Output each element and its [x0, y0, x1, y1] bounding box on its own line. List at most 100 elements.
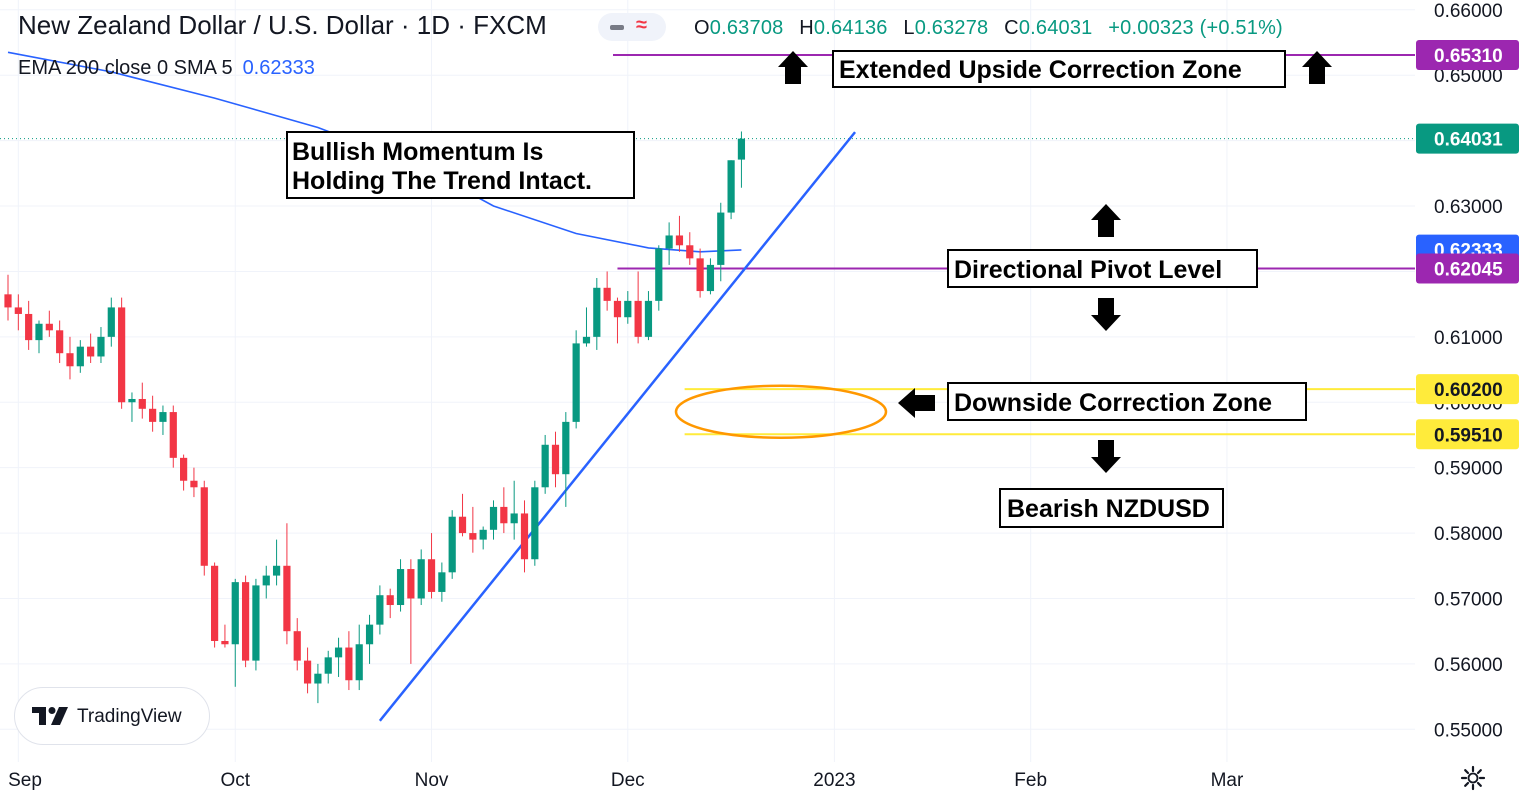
trendline	[378, 131, 857, 722]
last-price-badge	[1416, 123, 1519, 154]
header-badge[interactable]: ≈	[598, 13, 666, 41]
candle-body	[655, 248, 663, 301]
extended-upside-price-badge	[1416, 39, 1519, 70]
candle-body	[241, 582, 250, 661]
candle-body	[727, 160, 735, 213]
candle-body	[510, 513, 518, 524]
arrow-up-icon	[1302, 51, 1332, 84]
candle-body	[686, 245, 694, 259]
bullish-momentum-label-box	[286, 131, 635, 199]
settings-gear-icon[interactable]	[1460, 765, 1486, 791]
candle-body	[345, 647, 353, 681]
candle-body	[438, 572, 446, 592]
price-tick-label: 0.59000	[1434, 459, 1503, 480]
candle-body	[25, 313, 33, 341]
bearish-label: Bearish NZDUSD	[1007, 495, 1210, 523]
candle-body	[283, 565, 291, 632]
candle-body	[107, 307, 115, 337]
extended-upside-label-box	[832, 50, 1286, 88]
candle-body	[737, 138, 746, 160]
price-tick-label: 0.55000	[1434, 720, 1503, 741]
close-label: C	[1004, 17, 1019, 39]
candle-body	[128, 398, 136, 403]
indicator-value: 0.62333	[242, 57, 315, 79]
candle-body	[35, 323, 43, 341]
candle-body	[458, 516, 467, 534]
candle-body	[717, 212, 725, 265]
candle-body	[211, 565, 219, 641]
tradingview-logo-icon	[32, 707, 68, 725]
candle-body	[14, 307, 22, 314]
downside-label-box	[947, 382, 1307, 421]
extended-upside-label: Extended Upside Correction Zone	[839, 56, 1242, 84]
candle-body	[613, 300, 622, 318]
candle-body	[448, 516, 456, 573]
price-tick-label: 0.65000	[1434, 66, 1503, 87]
indicator-legend[interactable]: EMA 200 close 0 SMA 5 0.62333	[18, 57, 315, 80]
candle-body	[252, 585, 260, 661]
candle-body	[665, 235, 673, 249]
change-value: +0.00323 (+0.51%)	[1108, 17, 1283, 39]
candle-body	[293, 631, 301, 661]
candle-body	[500, 506, 508, 524]
candle-body	[66, 353, 74, 367]
arrow-down-icon	[1091, 298, 1121, 331]
pivot-label-box	[947, 249, 1258, 288]
candle-body	[407, 569, 415, 599]
candle-body	[675, 235, 684, 246]
close-value: 0.64031	[1018, 17, 1093, 39]
candle-body	[169, 412, 177, 458]
candle-body	[624, 300, 632, 318]
arrow-up-icon	[778, 51, 808, 84]
downside-label: Downside Correction Zone	[954, 389, 1272, 417]
candle-body	[572, 343, 580, 422]
arrow-left-icon	[898, 388, 935, 418]
time-tick-label: Nov	[415, 770, 449, 791]
candle-body	[644, 300, 653, 337]
candle-body	[149, 408, 157, 422]
low-value: 0.63278	[914, 17, 989, 39]
candle-body	[417, 559, 425, 599]
pivot-label: Directional Pivot Level	[954, 256, 1222, 284]
candle-body	[696, 258, 704, 292]
price-tick-label: 0.57000	[1434, 589, 1503, 610]
arrow-up-icon	[1091, 204, 1121, 237]
bullish-momentum-label-line2: Holding The Trend Intact.	[292, 167, 592, 195]
time-tick-label: Oct	[220, 770, 250, 791]
price-tick-label: 0.58000	[1434, 524, 1503, 545]
candle-body	[314, 673, 322, 684]
open-value: 0.63708	[709, 17, 784, 39]
candle-body	[180, 457, 188, 481]
candle-body	[582, 336, 591, 344]
ohlc-readout: O0.63708 H0.64136 L0.63278 C0.64031 +0.0…	[694, 17, 1283, 40]
candle-body	[200, 487, 208, 566]
candle-body	[355, 644, 363, 681]
low-label: L	[903, 17, 915, 39]
time-axis-bg	[0, 762, 1415, 803]
candle-body	[562, 421, 570, 475]
candle-body	[396, 569, 405, 606]
candle-body	[520, 513, 529, 560]
candle-body	[262, 575, 270, 586]
extended-upside-price-badge-text: 0.65310	[1434, 46, 1503, 67]
time-tick-label: Mar	[1211, 770, 1244, 791]
candle-body	[159, 412, 167, 422]
bullish-momentum-label-line1: Bullish Momentum Is	[292, 138, 543, 166]
time-tick-label: 2023	[813, 770, 855, 791]
bearish-label-box	[999, 488, 1224, 528]
symbol-title[interactable]: New Zealand Dollar / U.S. Dollar · 1D · …	[18, 10, 547, 40]
candle-body	[334, 647, 343, 658]
candle-body	[138, 398, 146, 409]
candle-body	[272, 565, 281, 576]
time-tick-label: Dec	[611, 770, 645, 791]
candle-body	[4, 294, 12, 308]
tradingview-logo[interactable]: TradingView	[14, 687, 210, 745]
candle-body	[76, 346, 84, 367]
grid-lines	[0, 0, 1415, 762]
candle-body	[469, 533, 477, 540]
pivot-price-badge-text: 0.62045	[1434, 259, 1503, 280]
arrow-down-icon	[1091, 440, 1121, 473]
candle-body	[706, 264, 715, 292]
